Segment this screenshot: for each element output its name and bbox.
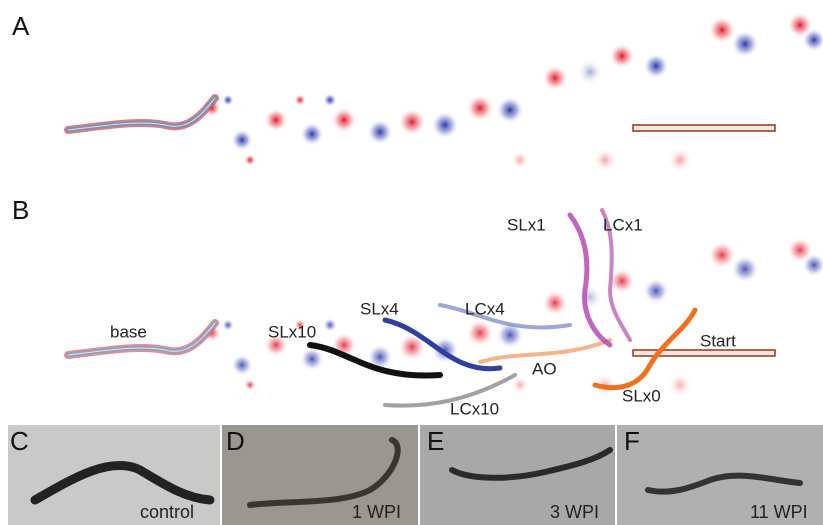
fish bbox=[30, 437, 803, 508]
wake bbox=[68, 12, 823, 173]
annotation: Start bbox=[700, 331, 736, 350]
panel-label: A bbox=[12, 11, 30, 41]
annotation: LCx1 bbox=[603, 215, 643, 234]
annotation: LCx10 bbox=[450, 399, 499, 418]
caption: 1 WPI bbox=[352, 502, 401, 522]
wake bbox=[68, 237, 823, 398]
rod bbox=[632, 124, 776, 132]
annotation: SLx10 bbox=[268, 322, 316, 341]
panel-label: C bbox=[10, 426, 29, 456]
annotation: LCx4 bbox=[465, 299, 505, 318]
rod bbox=[632, 349, 776, 357]
panel-label: D bbox=[226, 426, 245, 456]
annotation: AO bbox=[532, 359, 557, 378]
annotation: base bbox=[110, 322, 147, 341]
caption: 11 WPI bbox=[750, 502, 808, 522]
trajectories bbox=[307, 208, 698, 408]
photo bbox=[8, 425, 220, 525]
panel-label: E bbox=[427, 426, 444, 456]
caption: 3 WPI bbox=[550, 502, 599, 522]
panel-label: F bbox=[624, 426, 640, 456]
annotation: SLx4 bbox=[360, 299, 399, 318]
annotation: SLx0 bbox=[622, 386, 661, 405]
caption: control bbox=[140, 502, 194, 522]
annotation: SLx1 bbox=[507, 215, 546, 234]
panel-label: B bbox=[12, 195, 29, 225]
